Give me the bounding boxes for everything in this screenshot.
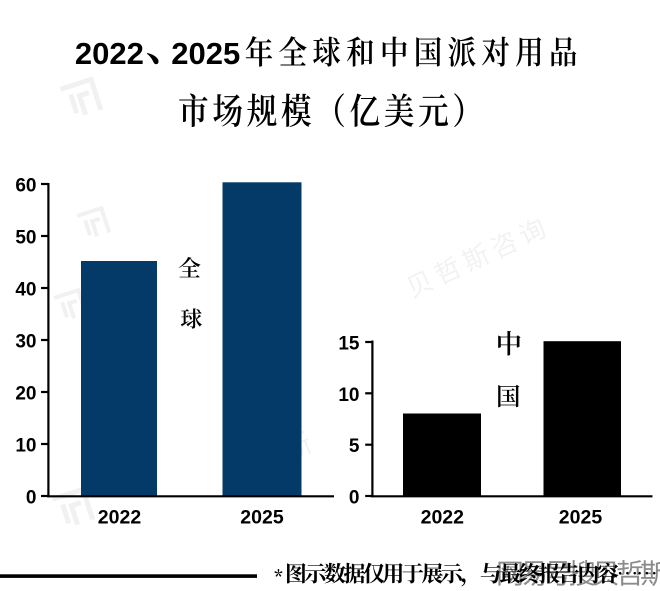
svg-text:2025: 2025: [240, 507, 284, 529]
svg-text:2022: 2022: [75, 36, 144, 71]
svg-text:2022: 2022: [98, 507, 142, 529]
svg-text:15: 15: [338, 334, 360, 355]
svg-text:30: 30: [15, 332, 36, 353]
svg-text:10: 10: [15, 436, 36, 457]
svg-text:60: 60: [15, 176, 36, 197]
svg-text:5: 5: [349, 436, 360, 457]
svg-text:0: 0: [26, 488, 37, 509]
svg-text:50: 50: [15, 228, 36, 249]
svg-text:40: 40: [15, 280, 36, 301]
svg-text:2025: 2025: [171, 36, 240, 71]
svg-text:10: 10: [338, 385, 359, 406]
svg-text:2022: 2022: [421, 507, 465, 529]
svg-text:0: 0: [349, 488, 360, 509]
svg-text:2025: 2025: [559, 507, 603, 529]
svg-text:20: 20: [15, 384, 36, 405]
